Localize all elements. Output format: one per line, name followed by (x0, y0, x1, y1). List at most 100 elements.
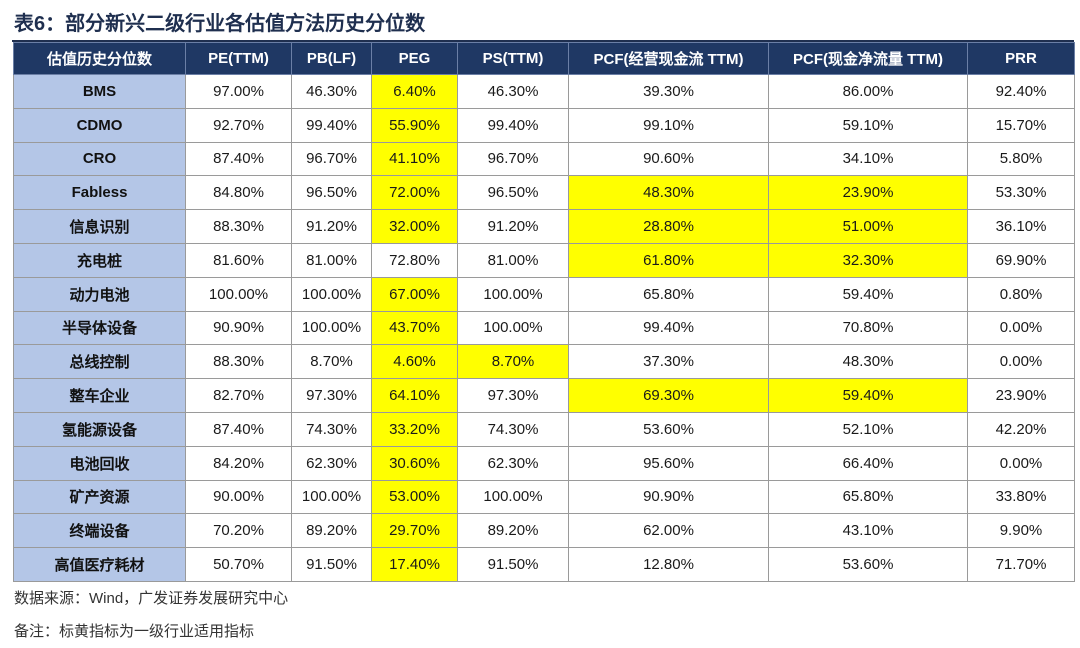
table-cell: 5.80% (967, 141, 1075, 177)
table-cell: 23.90% (768, 175, 968, 211)
table-row: 高值医疗耗材 50.70% 91.50% 17.40% 91.50% 12.80% 53.6… (13, 547, 1075, 582)
table-cell: 43.10% (768, 513, 968, 549)
table-cell: 30.60% (371, 445, 458, 481)
table-cell: 100.00% (291, 310, 372, 346)
table-body: BMS 97.00% 46.30% 6.40% 46.30% 39.30% 86.00% 92… (13, 74, 1075, 582)
table-cell: 74.30% (291, 411, 372, 447)
table-row: 充电桩 81.60% 81.00% 72.80% 81.00% 61.80% 32.30% 6… (13, 242, 1075, 278)
table-row: 信息识别 88.30% 91.20% 32.00% 91.20% 28.80% 51.00%… (13, 209, 1075, 244)
table-cell: 29.70% (371, 513, 458, 549)
table-cell: 65.80% (768, 479, 968, 515)
row-header-industry: 半导体设备 (13, 310, 186, 346)
table-cell: 41.10% (371, 141, 458, 177)
table-cell: 84.80% (185, 175, 292, 211)
table-title: 表6：部分新兴二级行业各估值方法历史分位数 (14, 13, 426, 35)
table-cell: 97.00% (185, 74, 292, 109)
title-underline (12, 40, 1074, 42)
table-cell: 6.40% (371, 74, 458, 109)
table-cell: 100.00% (291, 276, 372, 312)
table-cell: 51.00% (768, 209, 968, 244)
table-cell: 97.30% (457, 378, 569, 413)
table-cell: 64.10% (371, 378, 458, 413)
column-header: PE(TTM) (185, 42, 292, 75)
table-cell: 99.40% (568, 310, 769, 346)
row-header-industry: 氢能源设备 (13, 411, 186, 447)
table-cell: 36.10% (967, 209, 1075, 244)
table-cell: 33.80% (967, 479, 1075, 515)
valuation-percentile-table: 估值历史分位数 PE(TTM) PB(LF) PEG PS(TTM) PCF(经… (13, 42, 1075, 582)
row-header-industry: BMS (13, 74, 186, 109)
table-cell: 96.70% (291, 141, 372, 177)
highlight-remark: 备注：标黄指标为一级行业适用指标 (14, 623, 255, 640)
table-cell: 28.80% (568, 209, 769, 244)
column-header: PS(TTM) (457, 42, 569, 75)
table-cell: 46.30% (457, 74, 569, 109)
table-cell: 89.20% (291, 513, 372, 549)
row-header-industry: Fabless (13, 175, 186, 211)
table-cell: 100.00% (457, 276, 569, 312)
table-cell: 65.80% (568, 276, 769, 312)
row-header-industry: 电池回收 (13, 445, 186, 481)
table-row: BMS 97.00% 46.30% 6.40% 46.30% 39.30% 86.00% 92… (13, 74, 1075, 109)
column-header: PB(LF) (291, 42, 372, 75)
table-cell: 89.20% (457, 513, 569, 549)
table-row: CDMO 92.70% 99.40% 55.90% 99.40% 99.10% 59.10%… (13, 107, 1075, 143)
row-header-industry: 终端设备 (13, 513, 186, 549)
table-cell: 9.90% (967, 513, 1075, 549)
table-cell: 100.00% (457, 310, 569, 346)
table-cell: 87.40% (185, 411, 292, 447)
row-header-industry: CDMO (13, 107, 186, 143)
table-cell: 96.50% (457, 175, 569, 211)
table-cell: 71.70% (967, 547, 1075, 582)
table-row: 半导体设备 90.90% 100.00% 43.70% 100.00% 99.40% 70.… (13, 310, 1075, 346)
row-header-industry: CRO (13, 141, 186, 177)
table-cell: 99.10% (568, 107, 769, 143)
table-cell: 82.70% (185, 378, 292, 413)
table-cell: 90.00% (185, 479, 292, 515)
table-cell: 81.60% (185, 242, 292, 278)
table-cell: 81.00% (291, 242, 372, 278)
table-row: 终端设备 70.20% 89.20% 29.70% 89.20% 62.00% 43.10%… (13, 513, 1075, 549)
table-cell: 59.10% (768, 107, 968, 143)
column-header: 估值历史分位数 (13, 42, 186, 75)
table-header-row: 估值历史分位数 PE(TTM) PB(LF) PEG PS(TTM) PCF(经… (13, 42, 1075, 75)
table-cell: 91.50% (291, 547, 372, 582)
table-row: 总线控制 88.30% 8.70% 4.60% 8.70% 37.30% 48.30% 0.0… (13, 344, 1075, 380)
table-cell: 62.30% (291, 445, 372, 481)
table-cell: 37.30% (568, 344, 769, 380)
table-cell: 32.30% (768, 242, 968, 278)
table-row: 矿产资源 90.00% 100.00% 53.00% 100.00% 90.90% 65.8… (13, 479, 1075, 515)
table-cell: 32.00% (371, 209, 458, 244)
table-cell: 0.00% (967, 445, 1075, 481)
table-cell: 100.00% (185, 276, 292, 312)
table-cell: 48.30% (768, 344, 968, 380)
row-header-industry: 高值医疗耗材 (13, 547, 186, 582)
table-cell: 74.30% (457, 411, 569, 447)
table-cell: 33.20% (371, 411, 458, 447)
table-cell: 0.00% (967, 310, 1075, 346)
table-cell: 69.30% (568, 378, 769, 413)
table-cell: 88.30% (185, 209, 292, 244)
table-cell: 0.00% (967, 344, 1075, 380)
table-cell: 0.80% (967, 276, 1075, 312)
table-cell: 92.70% (185, 107, 292, 143)
table-cell: 91.20% (457, 209, 569, 244)
table-cell: 23.90% (967, 378, 1075, 413)
row-header-industry: 动力电池 (13, 276, 186, 312)
table-cell: 86.00% (768, 74, 968, 109)
table-cell: 53.60% (568, 411, 769, 447)
column-header: PRR (967, 42, 1075, 75)
table-cell: 17.40% (371, 547, 458, 582)
table-cell: 12.80% (568, 547, 769, 582)
table-cell: 34.10% (768, 141, 968, 177)
table-cell: 92.40% (967, 74, 1075, 109)
table-cell: 90.60% (568, 141, 769, 177)
table-cell: 55.90% (371, 107, 458, 143)
source-note: 数据来源：Wind，广发证券发展研究中心 (14, 590, 289, 607)
table-cell: 8.70% (291, 344, 372, 380)
table-cell: 46.30% (291, 74, 372, 109)
table-cell: 61.80% (568, 242, 769, 278)
table-cell: 42.20% (967, 411, 1075, 447)
table-cell: 59.40% (768, 378, 968, 413)
table-cell: 72.00% (371, 175, 458, 211)
